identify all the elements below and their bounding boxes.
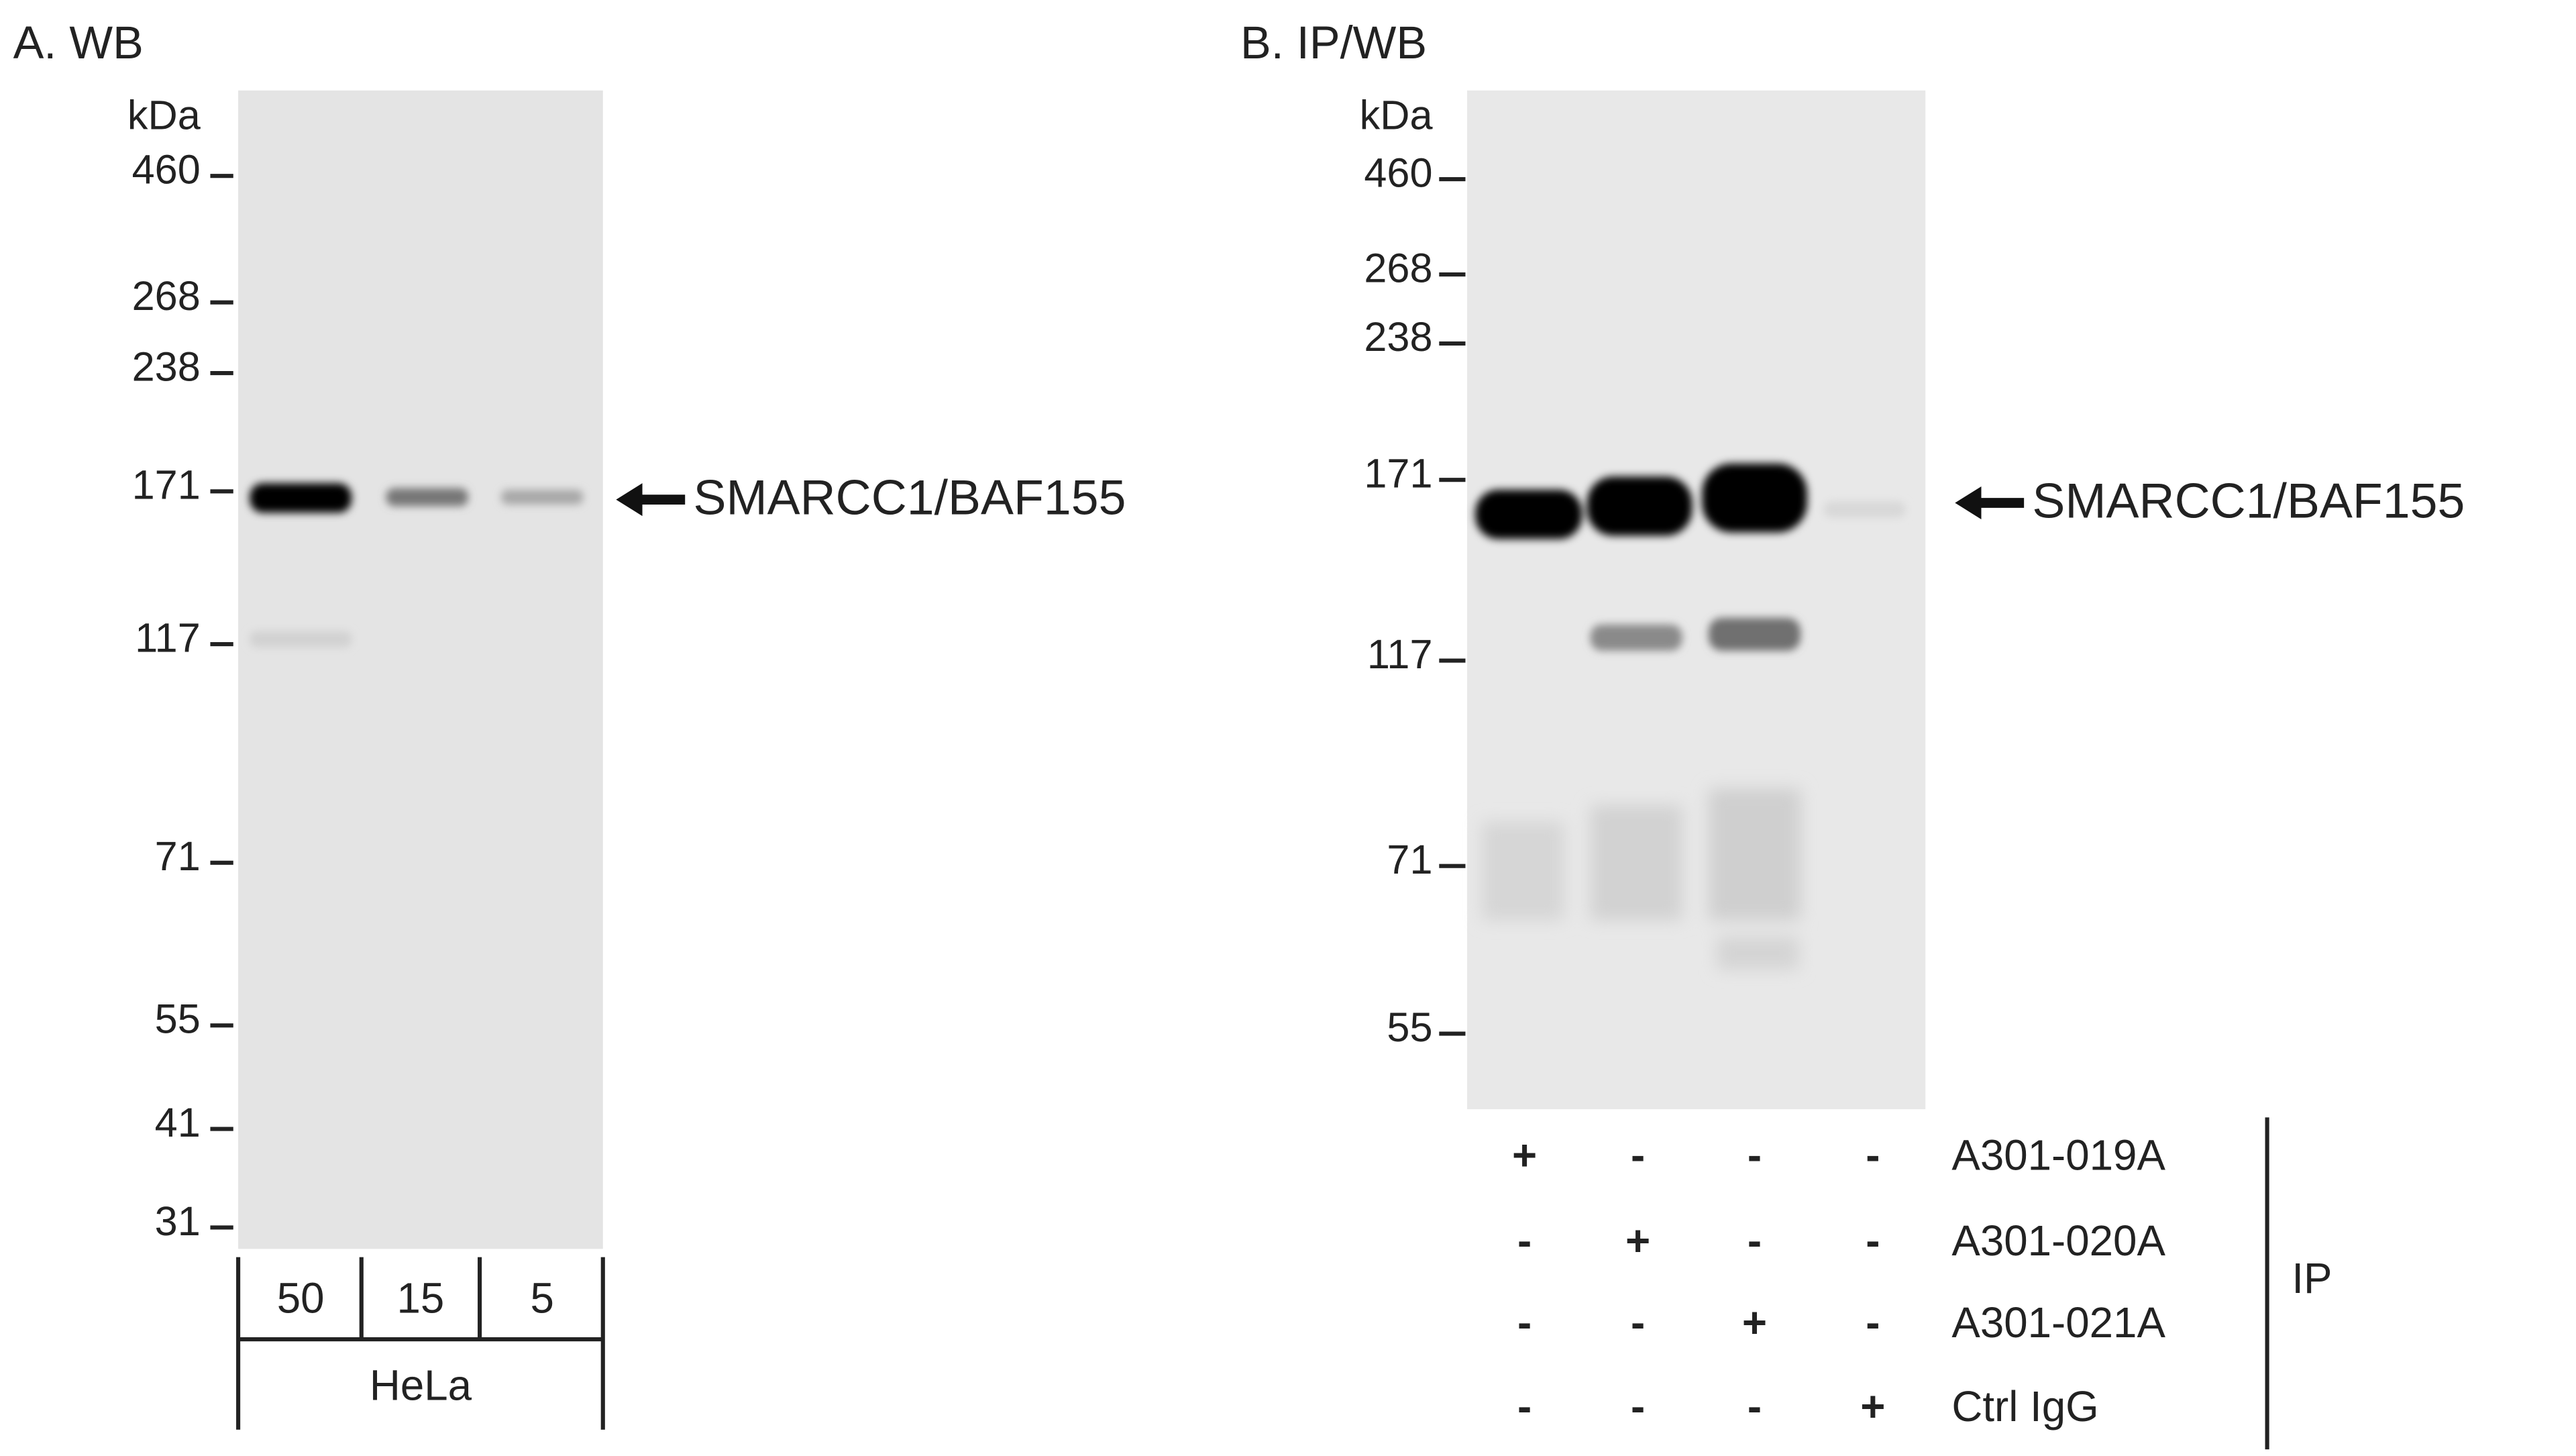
arrow (1955, 486, 2025, 519)
panel-title: A. WB (13, 17, 144, 68)
bands-a (250, 483, 584, 647)
marker-label: 31 (155, 1198, 201, 1244)
ip-mark: - (1631, 1299, 1645, 1347)
unit-label: kDa (1360, 93, 1434, 138)
marker-label: 71 (1387, 837, 1432, 882)
lane-label: 50 (277, 1275, 325, 1322)
ip-row-label: A301-020A (1951, 1217, 2165, 1265)
ip-label: IP (2292, 1255, 2332, 1302)
marker-label: 268 (1364, 245, 1432, 291)
ip-mark: - (1631, 1383, 1645, 1431)
marker-label: 238 (132, 344, 201, 389)
sample-label: HeLa (370, 1361, 472, 1409)
blot-b (1466, 90, 1926, 1110)
marker-label: 171 (1364, 450, 1432, 496)
lane-table-a (236, 1257, 605, 1430)
ip-mark: - (1517, 1217, 1532, 1265)
ip-mark: - (1631, 1131, 1645, 1179)
marker-label: 460 (132, 146, 201, 192)
target-label: SMARCC1/BAF155 (693, 469, 1126, 525)
ip-mark: - (1748, 1217, 1762, 1265)
ip-mark: - (1517, 1299, 1532, 1347)
ip-mark: - (1748, 1131, 1762, 1179)
ip-mark: + (1860, 1383, 1885, 1431)
marker-label: 117 (135, 615, 201, 660)
ip-row-label: Ctrl IgG (1951, 1383, 2098, 1431)
ip-mark: - (1866, 1131, 1880, 1179)
ip-row-label: A301-019A (1951, 1131, 2165, 1179)
marker-label: 71 (155, 833, 201, 879)
marker-label: 117 (1367, 631, 1433, 677)
ip-mark: + (1742, 1299, 1767, 1347)
bands-b (1475, 463, 1906, 651)
marker-label: 171 (132, 462, 201, 508)
unit-label: kDa (127, 93, 201, 138)
arrow (616, 483, 686, 517)
marker-label: 238 (1364, 314, 1432, 360)
marker-label: 41 (155, 1100, 201, 1145)
ip-mark: - (1866, 1299, 1880, 1347)
ip-mark: - (1748, 1383, 1762, 1431)
marker-label: 268 (132, 273, 201, 319)
ip-mark: + (1625, 1217, 1650, 1265)
panel-title: B. IP/WB (1240, 17, 1427, 68)
smear-b (1481, 788, 1801, 970)
target-label: SMARCC1/BAF155 (2032, 472, 2465, 528)
blot-a (238, 90, 603, 1249)
lane-label: 5 (530, 1275, 553, 1322)
ip-mark: + (1512, 1131, 1537, 1179)
ip-row-label: A301-021A (1951, 1299, 2165, 1347)
marker-label: 460 (1364, 150, 1432, 195)
ip-mark: - (1517, 1383, 1532, 1431)
ip-mark: - (1866, 1217, 1880, 1265)
marker-label: 55 (155, 996, 201, 1042)
lane-label: 15 (397, 1275, 445, 1322)
marker-label: 55 (1387, 1004, 1432, 1050)
